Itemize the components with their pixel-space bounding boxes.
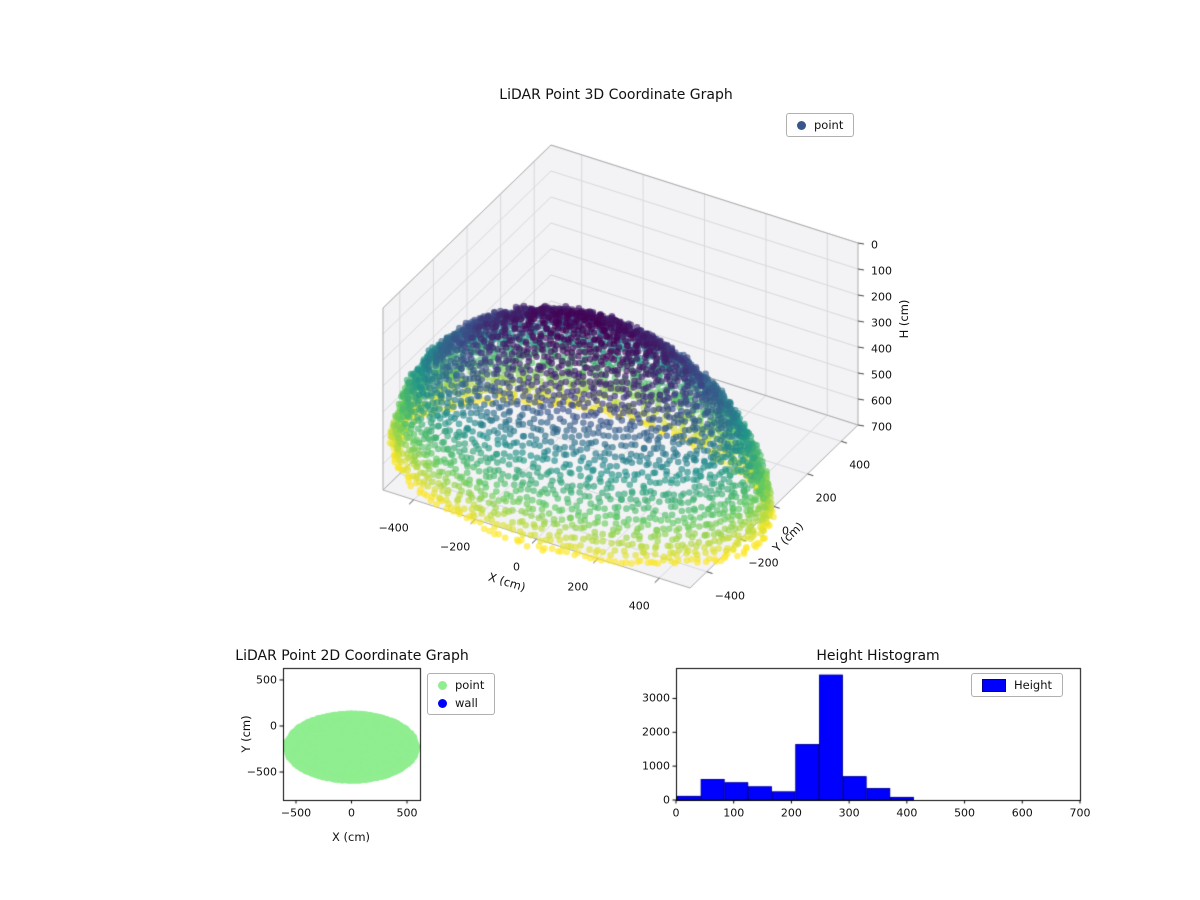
legend-label: point (455, 678, 485, 692)
tick-label-3d-h: 400 (871, 342, 892, 356)
tick-label-hist-y: 2000 (642, 725, 670, 739)
tick-label-3d-y: 200 (815, 491, 837, 505)
tick-label-2d-y: 500 (256, 673, 277, 687)
tick-label-3d-h: 600 (871, 394, 892, 408)
tick-label-3d-y: 0 (782, 524, 789, 537)
y-axis-label-2d: Y (cm) (239, 715, 253, 753)
legend-3d: point (786, 113, 855, 137)
tick-label-hist-y: 0 (663, 793, 670, 807)
tick-label-hist-x: 500 (954, 806, 976, 820)
tick-label-3d-x: −400 (378, 521, 409, 535)
tick-label-3d-h: 0 (871, 238, 878, 252)
tick-label-2d-y: 0 (270, 719, 277, 733)
tick-label-hist-x: 600 (1011, 806, 1033, 820)
tick-label-hist-x: 0 (672, 806, 680, 820)
h-axis-label-3d: H (cm) (897, 299, 911, 339)
point-marker-icon (438, 680, 447, 690)
tick-label-3d-h: 500 (871, 368, 892, 382)
legend-entry-point-3d: point (797, 118, 843, 132)
point-marker-icon (797, 120, 806, 130)
title-histogram: Height Histogram (816, 648, 940, 664)
tick-label-2d-x: −500 (280, 806, 312, 820)
tick-label-3d-x: 400 (628, 599, 650, 613)
wall-marker-icon (438, 698, 447, 708)
legend-entry-wall-2d: wall (438, 696, 484, 710)
tick-label-3d-h: 200 (871, 290, 892, 304)
tick-label-3d-x: 0 (513, 560, 520, 574)
tick-label-3d-y: 400 (849, 458, 871, 472)
tick-label-3d-h: 100 (871, 264, 892, 278)
legend-histogram: Height (971, 673, 1064, 697)
tick-label-hist-y: 1000 (642, 759, 670, 773)
tick-label-2d-x: 0 (348, 806, 355, 820)
tick-label-2d-x: 500 (396, 806, 418, 820)
tick-label-hist-x: 200 (780, 806, 802, 820)
tick-label-3d-y: −200 (748, 556, 779, 570)
tick-label-3d-h: 300 (871, 316, 892, 330)
tick-label-3d-y: −400 (714, 589, 746, 603)
legend-label: point (814, 118, 844, 132)
tick-label-hist-x: 700 (1069, 806, 1091, 820)
tick-label-hist-x: 300 (838, 806, 860, 820)
title-2d-chart: LiDAR Point 2D Coordinate Graph (235, 648, 469, 664)
legend-label: wall (455, 696, 478, 710)
height-patch-icon (982, 678, 1006, 692)
legend-label: Height (1014, 678, 1053, 692)
tick-label-3d-x: 200 (567, 580, 589, 594)
tick-label-hist-x: 100 (723, 806, 745, 820)
title-3d-chart: LiDAR Point 3D Coordinate Graph (499, 87, 733, 103)
tick-label-3d-x: −200 (439, 540, 471, 554)
tick-label-3d-h: 700 (871, 420, 892, 434)
tick-label-hist-x: 400 (896, 806, 918, 820)
legend-entry-height: Height (982, 678, 1052, 692)
legend-entry-point-2d: point (438, 678, 484, 692)
legend-2d: point wall (427, 673, 496, 715)
tick-label-hist-y: 3000 (642, 691, 670, 705)
x-axis-label-2d: X (cm) (331, 830, 371, 844)
tick-label-2d-y: −500 (246, 765, 277, 779)
